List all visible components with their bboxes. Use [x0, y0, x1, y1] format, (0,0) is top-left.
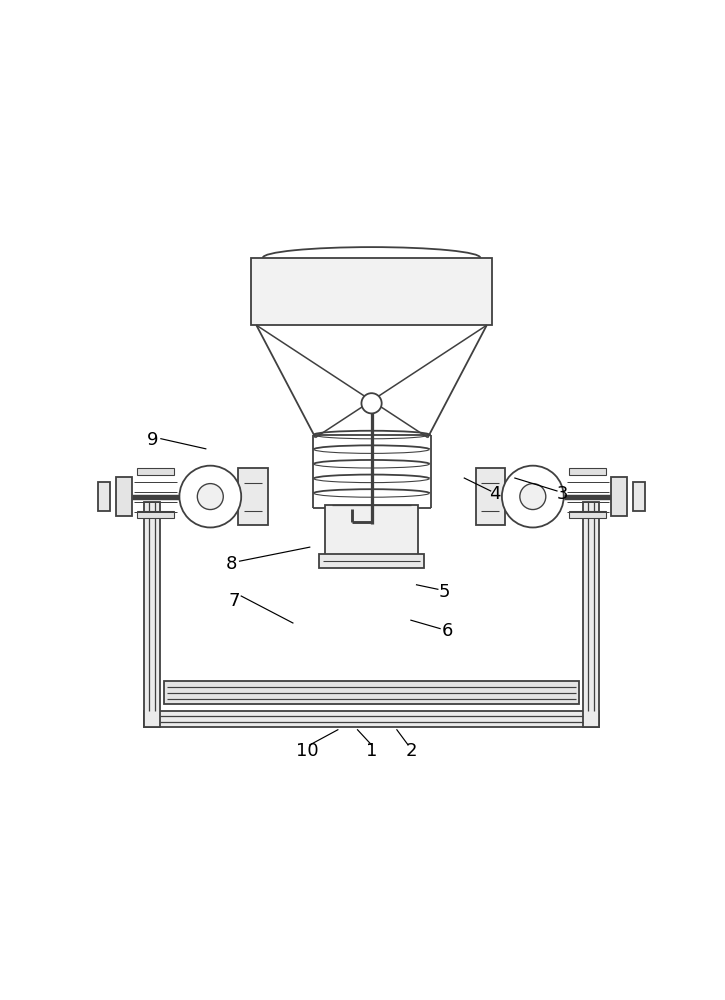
- Text: 10: 10: [296, 742, 318, 760]
- Bar: [569, 468, 606, 475]
- Bar: [137, 468, 174, 475]
- Bar: [137, 511, 174, 518]
- Bar: [144, 711, 599, 727]
- Circle shape: [179, 466, 241, 527]
- Text: 5: 5: [439, 583, 450, 601]
- Text: 6: 6: [442, 622, 453, 640]
- Bar: [633, 482, 645, 511]
- Bar: [98, 482, 110, 511]
- Bar: [584, 502, 599, 727]
- Text: 7: 7: [228, 592, 240, 610]
- Circle shape: [502, 466, 564, 527]
- Bar: [239, 468, 268, 525]
- Bar: [144, 502, 160, 727]
- Circle shape: [520, 484, 546, 510]
- Circle shape: [362, 393, 381, 413]
- Bar: [326, 505, 418, 556]
- Bar: [165, 681, 579, 704]
- Bar: [611, 477, 627, 516]
- Circle shape: [197, 484, 223, 510]
- Bar: [569, 511, 606, 518]
- Text: 2: 2: [405, 742, 417, 760]
- Bar: [319, 554, 424, 568]
- Text: 4: 4: [489, 485, 501, 503]
- Text: 8: 8: [225, 555, 237, 573]
- Bar: [116, 477, 132, 516]
- Text: 1: 1: [366, 742, 377, 760]
- Bar: [476, 468, 505, 525]
- Bar: [251, 258, 492, 325]
- Text: 3: 3: [557, 485, 568, 503]
- Text: 9: 9: [146, 431, 158, 449]
